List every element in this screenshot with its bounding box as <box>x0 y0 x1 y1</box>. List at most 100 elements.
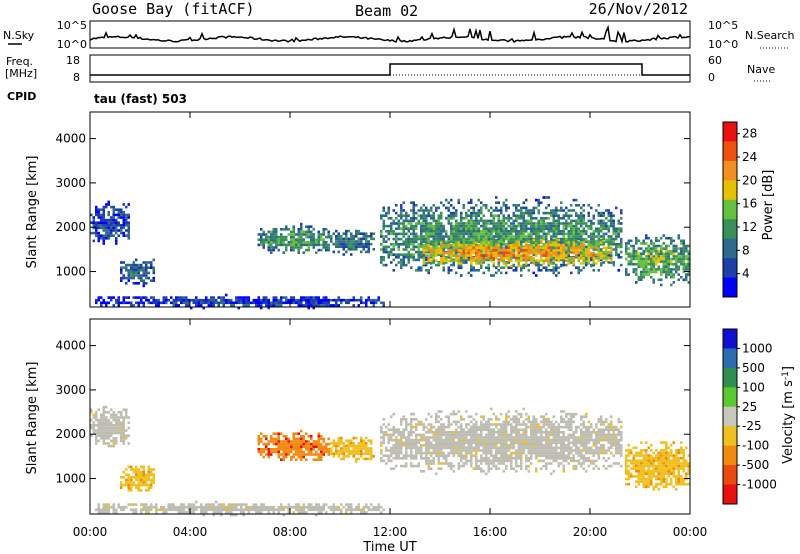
scatter-cell <box>330 447 333 450</box>
scatter-cell <box>380 505 383 509</box>
scatter-cell <box>422 433 425 437</box>
scatter-cell <box>535 249 538 252</box>
scatter-cell <box>552 235 555 238</box>
scatter-cell <box>387 237 390 241</box>
scatter-cell <box>342 444 345 448</box>
scatter-cell <box>417 235 420 238</box>
scatter-cell <box>272 235 275 239</box>
scatter-cell <box>182 298 185 302</box>
scatter-cell <box>105 205 108 209</box>
scatter-cell <box>620 240 623 243</box>
scatter-cell <box>635 273 638 276</box>
scatter-cell <box>492 454 495 457</box>
scatter-cell <box>345 232 348 235</box>
scatter-cell <box>302 511 305 514</box>
scatter-cell <box>420 449 423 452</box>
scatter-cell <box>170 503 173 506</box>
scatter-cell <box>420 436 423 439</box>
scatter-cell <box>412 214 415 217</box>
scatter-cell <box>435 237 438 241</box>
scatter-cell <box>320 455 323 459</box>
scatter-cell <box>500 438 503 442</box>
scatter-cell <box>165 298 168 302</box>
scatter-cell <box>257 508 260 512</box>
scatter-cell <box>310 503 313 506</box>
scatter-cell <box>422 235 425 238</box>
scatter-cell <box>542 259 545 263</box>
scatter-cell <box>452 420 455 424</box>
scatter-cell <box>335 508 338 512</box>
scatter-cell <box>457 433 460 437</box>
scatter-cell <box>470 425 473 429</box>
scatter-cell <box>475 428 478 431</box>
scatter-cell <box>535 237 538 241</box>
scatter-cell <box>117 411 120 414</box>
scatter-cell <box>572 232 575 236</box>
scatter-cell <box>287 450 290 454</box>
scatter-cell <box>297 228 300 231</box>
scatter-cell <box>480 254 483 257</box>
scatter-cell <box>530 219 533 223</box>
scatter-cell <box>142 284 145 288</box>
scatter-cell <box>427 211 430 215</box>
scatter-cell <box>597 241 600 244</box>
scatter-cell <box>342 253 345 256</box>
scatter-cell <box>505 217 508 220</box>
scatter-cell <box>455 446 458 450</box>
scatter-cell <box>387 209 390 212</box>
scatter-cell <box>677 260 680 263</box>
scatter-cell <box>117 426 120 430</box>
scatter-cell <box>635 242 638 245</box>
scatter-cell <box>312 453 315 456</box>
scatter-cell <box>382 224 385 228</box>
scatter-cell <box>530 256 533 260</box>
scatter-cell <box>675 244 678 248</box>
scatter-cell <box>262 442 265 446</box>
scatter-cell <box>272 511 275 514</box>
scatter-cell <box>385 446 388 450</box>
scatter-cell <box>502 425 505 429</box>
scatter-cell <box>102 405 105 409</box>
scatter-cell <box>422 217 425 220</box>
scatter-cell <box>440 410 443 413</box>
scatter-cell <box>450 436 453 439</box>
scatter-cell <box>467 201 470 204</box>
scatter-cell <box>402 436 405 439</box>
scatter-cell <box>605 240 608 243</box>
scatter-cell <box>670 242 673 245</box>
scatter-cell <box>527 237 530 241</box>
scatter-cell <box>475 269 478 272</box>
scatter-cell <box>460 418 463 421</box>
scatter-cell <box>547 262 550 265</box>
scatter-cell <box>477 243 480 247</box>
scatter-cell <box>417 420 420 424</box>
scatter-cell <box>507 249 510 252</box>
scatter-cell <box>572 243 575 247</box>
scatter-cell <box>317 298 320 302</box>
scatter-cell <box>660 268 663 271</box>
scatter-cell <box>280 298 283 302</box>
scatter-cell <box>275 246 278 249</box>
scatter-cell <box>457 227 460 230</box>
scatter-cell <box>97 296 100 299</box>
scatter-cell <box>512 230 515 233</box>
scatter-cell <box>535 232 538 236</box>
scatter-cell <box>455 451 458 455</box>
scatter-cell <box>440 462 443 465</box>
scatter-cell <box>110 434 113 437</box>
scatter-cell <box>102 237 105 240</box>
scatter-cell <box>445 436 448 439</box>
scatter-cell <box>422 211 425 215</box>
scatter-cell <box>110 444 113 448</box>
scatter-cell <box>230 508 233 512</box>
scatter-cell <box>107 301 110 305</box>
scatter-cell <box>460 245 463 249</box>
scatter-cell <box>505 459 508 463</box>
scatter-cell <box>142 296 145 299</box>
scatter-cell <box>485 420 488 424</box>
scatter-cell <box>270 450 273 454</box>
scatter-cell <box>155 304 158 307</box>
scatter-cell <box>425 262 428 265</box>
scatter-cell <box>407 454 410 457</box>
scatter-cell <box>427 457 430 460</box>
